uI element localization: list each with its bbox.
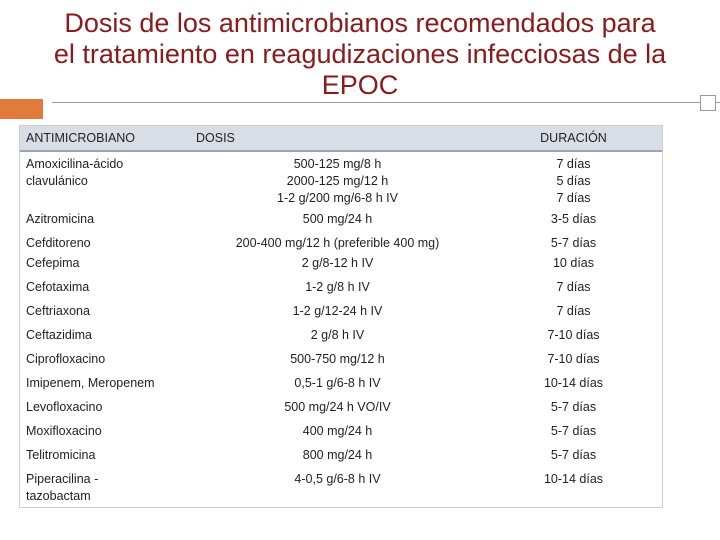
cell-dosis: 2 g/8 h IV — [310, 328, 365, 342]
table-row: Imipenem, Meropenem 0,5-1 g/6-8 h IV 10-14… — [20, 371, 662, 395]
cell-duracion: 10-14 días — [543, 472, 604, 486]
dosage-table: ANTIMICROBIANO DOSIS DURACIÓN Amoxicilin… — [20, 126, 662, 507]
cell-duracion: 5-7 días — [550, 424, 597, 438]
cell-dosis: 1-2 g/12-24 h IV — [292, 304, 383, 318]
cell-duracion: 5-7 días — [550, 400, 597, 414]
title-line-2: el tratamiento en reagudizaciones infecc… — [53, 39, 667, 69]
decorative-square — [700, 95, 716, 111]
cell-dosis: 1-2 g/8 h IV — [305, 280, 370, 294]
cell-duracion: 10-14 días — [543, 376, 604, 390]
cell-dosis: 800 mg/24 h — [302, 448, 373, 462]
cell-antimicrobiano: Moxifloxacino — [26, 424, 102, 438]
table-row: Azitromicina 500 mg/24 h 3-5 días — [20, 207, 662, 231]
table-header-row: ANTIMICROBIANO DOSIS DURACIÓN — [20, 126, 662, 152]
cell-dosis: 400 mg/24 h — [302, 424, 373, 438]
cell-antimicrobiano: Piperacilina - tazobactam — [26, 472, 99, 503]
cell-dosis: 2 g/8-12 h IV — [301, 256, 374, 270]
cell-antimicrobiano: Ceftriaxona — [26, 304, 90, 318]
header-antimicrobiano: ANTIMICROBIANO — [20, 126, 190, 152]
divider-line — [52, 102, 720, 103]
accent-bar — [0, 99, 43, 119]
cell-duracion: 7-10 días — [547, 328, 600, 342]
table-row: Telitromicina 800 mg/24 h 5-7 días — [20, 443, 662, 467]
cell-dosis: 0,5-1 g/6-8 h IV — [294, 376, 381, 390]
cell-antimicrobiano: Ceftazidima — [26, 328, 92, 342]
cell-duracion: 10 días — [552, 256, 594, 270]
header-duracion: DURACIÓN — [485, 126, 662, 152]
cell-duracion: 3-5 días — [550, 212, 597, 226]
cell-antimicrobiano: Azitromicina — [26, 212, 95, 226]
cell-duracion: 7 días 5 días 7 días — [556, 157, 591, 205]
cell-antimicrobiano: Telitromicina — [26, 448, 96, 462]
table-row: Ceftazidima 2 g/8 h IV 7-10 días — [20, 323, 662, 347]
table-row: Cefotaxima 1-2 g/8 h IV 7 días — [20, 275, 662, 299]
table-row: Ciprofloxacino 500-750 mg/12 h 7-10 días — [20, 347, 662, 371]
cell-dosis: 500-125 mg/8 h 2000-125 mg/12 h 1-2 g/20… — [277, 157, 398, 205]
cell-dosis: 500 mg/24 h VO/IV — [284, 400, 391, 414]
table-row: Levofloxacino 500 mg/24 h VO/IV 5-7 días — [20, 395, 662, 419]
table-row: Cefditoreno 200-400 mg/12 h (preferible 4… — [20, 231, 662, 255]
table-row: Moxifloxacino 400 mg/24 h 5-7 días — [20, 419, 662, 443]
cell-dosis: 200-400 mg/12 h (preferible 400 mg) — [235, 236, 440, 250]
slide-title: Dosis de los antimicrobianos recomendado… — [0, 8, 720, 101]
cell-dosis: 4-0,5 g/6-8 h IV — [294, 472, 381, 486]
antimicrobial-table: ANTIMICROBIANO DOSIS DURACIÓN Amoxicilin… — [19, 125, 663, 508]
table-row: Cefepima 2 g/8-12 h IV 10 días — [20, 255, 662, 275]
cell-antimicrobiano: Amoxicilina-ácido clavulánico — [26, 157, 124, 188]
table-row: Ceftriaxona 1-2 g/12-24 h IV 7 días — [20, 299, 662, 323]
cell-duracion: 5-7 días — [550, 448, 597, 462]
cell-antimicrobiano: Imipenem, Meropenem — [26, 376, 155, 390]
table-row: Amoxicilina-ácido clavulánico 500-125 mg/… — [20, 151, 662, 207]
header-dosis: DOSIS — [190, 126, 485, 152]
cell-duracion: 7 días — [556, 280, 591, 294]
cell-antimicrobiano: Cefotaxima — [26, 280, 90, 294]
cell-antimicrobiano: Levofloxacino — [26, 400, 103, 414]
cell-dosis: 500 mg/24 h — [302, 212, 373, 226]
cell-duracion: 7-10 días — [547, 352, 600, 366]
cell-duracion: 5-7 días — [550, 236, 597, 250]
cell-antimicrobiano: Cefepima — [26, 256, 80, 270]
table-row: Piperacilina - tazobactam 4-0,5 g/6-8 h I… — [20, 467, 662, 507]
cell-duracion: 7 días — [556, 304, 591, 318]
cell-dosis: 500-750 mg/12 h — [290, 352, 385, 366]
title-line-3: EPOC — [321, 70, 399, 100]
title-line-1: Dosis de los antimicrobianos recomendado… — [64, 8, 656, 38]
cell-antimicrobiano: Ciprofloxacino — [26, 352, 106, 366]
cell-antimicrobiano: Cefditoreno — [26, 236, 91, 250]
